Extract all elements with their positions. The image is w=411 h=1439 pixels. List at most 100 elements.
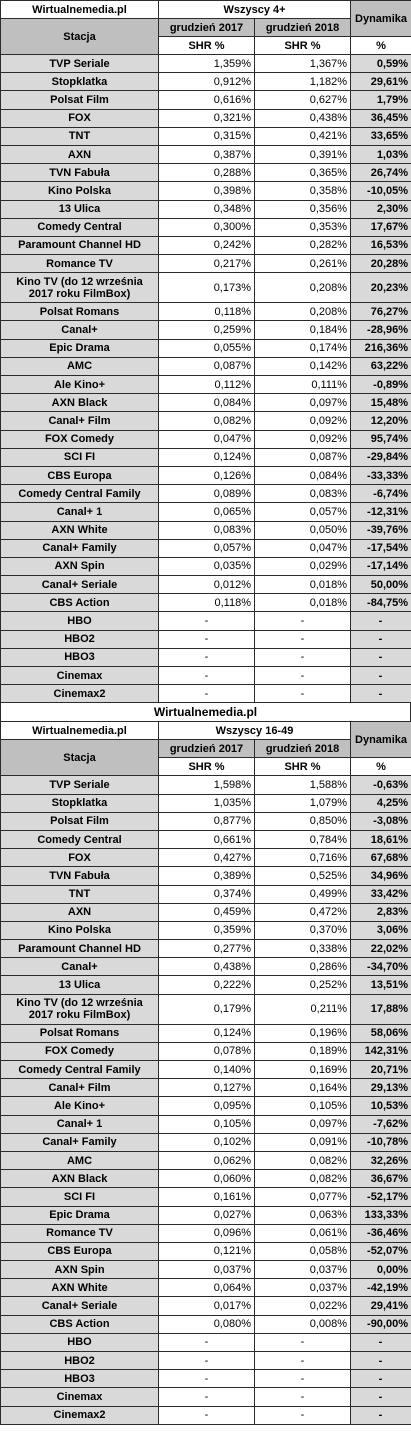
dynamics-value: 33,65% [350, 126, 411, 146]
dynamics-value: -33,33% [350, 465, 411, 486]
station-name: AXN White [0, 520, 159, 540]
share-2017: - [158, 1387, 255, 1407]
table-row: TVP Seriale 1,359% 1,367% 0,59% [0, 53, 411, 74]
share-2018: 0,084% [253, 465, 352, 486]
share-2018: 0,105% [253, 1096, 352, 1116]
table-row: TNT 0,315% 0,421% 33,65% [0, 126, 411, 146]
shr2-header: SHR % [253, 757, 352, 777]
table-row: Epic Drama 0,027% 0,063% 133,33% [0, 1205, 411, 1225]
table-row: FOX 0,427% 0,716% 67,68% [0, 848, 411, 868]
share-2018: 0,047% [253, 538, 352, 558]
table-row: 13 Ulica 0,222% 0,252% 13,51% [0, 975, 411, 995]
share-2017: 0,012% [158, 575, 255, 595]
dynamics-value: 17,67% [350, 217, 411, 237]
dynamics-header: Dynamika [350, 0, 411, 37]
share-2018: 0,018% [253, 575, 352, 595]
dynamics-value: -17,54% [350, 538, 411, 558]
station-name: AXN Spin [0, 1260, 159, 1280]
share-2017: 0,288% [158, 163, 255, 183]
station-name: Canal+ Seriale [0, 575, 159, 595]
table-row: FOX Comedy 0,078% 0,189% 142,31% [0, 1041, 411, 1062]
share-2017: 0,359% [158, 920, 255, 941]
dynamics-value: 3,06% [350, 920, 411, 941]
station-name: SCI FI [0, 1187, 159, 1207]
share-2017: 0,616% [158, 90, 255, 110]
dynamics-value: - [350, 611, 411, 631]
dynamics-value: 216,36% [350, 338, 411, 358]
table-row: Comedy Central 0,661% 0,784% 18,61% [0, 829, 411, 850]
table-row: HBO3- - - [0, 647, 411, 668]
share-2017: 0,095% [158, 1096, 255, 1116]
share-2018: - [253, 647, 352, 668]
share-2018: 0,164% [253, 1078, 352, 1098]
share-2017: 0,060% [158, 1169, 255, 1189]
station-name: HBO [0, 611, 159, 631]
share-2018: 0,061% [253, 1223, 352, 1243]
station-name: Polsat Film [0, 811, 159, 831]
table-row: Canal+ 0,438% 0,286% -34,70% [0, 957, 411, 977]
dynamics-value: - [350, 1332, 411, 1353]
dynamics-value: -0,63% [350, 775, 411, 795]
year1-header: grudzień 2017 [158, 18, 255, 37]
station-name: Kino Polska [0, 181, 159, 201]
station-name: HBO3 [0, 647, 159, 668]
station-name: CBS Europa [0, 465, 159, 486]
share-2017: 0,259% [158, 320, 255, 340]
share-2017: 0,078% [158, 1041, 255, 1062]
shr1-header: SHR % [158, 36, 255, 55]
dynamics-value: 0,00% [350, 1260, 411, 1280]
dynamics-value: -0,89% [350, 374, 411, 395]
table-row: Canal+ Seriale 0,017% 0,022% 29,41% [0, 1296, 411, 1316]
share-2017: 0,300% [158, 217, 255, 237]
station-name: Ale Kino+ [0, 1096, 159, 1116]
station-name: Canal+ Film [0, 411, 159, 431]
dynamics-value: - [350, 1350, 411, 1371]
share-2017: 0,057% [158, 538, 255, 558]
share-2017: 0,389% [158, 866, 255, 886]
table-row: Comedy Central 0,300% 0,353% 17,67% [0, 217, 411, 237]
station-name: Canal+ 1 [0, 502, 159, 522]
station-name: Kino Polska [0, 920, 159, 941]
share-2017: 0,105% [158, 1114, 255, 1134]
dynamics-value: 12,20% [350, 411, 411, 431]
share-2017: 0,124% [158, 447, 255, 467]
table-row: Ale Kino+ 0,095% 0,105% 10,53% [0, 1096, 411, 1116]
share-2017: 0,037% [158, 1260, 255, 1280]
share-2017: 0,321% [158, 108, 255, 128]
share-2017: - [158, 629, 255, 649]
share-2018: 0,057% [253, 502, 352, 522]
share-2018: 0,525% [253, 866, 352, 886]
share-2017: 0,118% [158, 593, 255, 613]
table-row: AXN Black 0,084% 0,097% 15,48% [0, 393, 411, 413]
station-name: Canal+ [0, 957, 159, 977]
share-2017: 0,161% [158, 1187, 255, 1207]
dynamics-value: - [350, 629, 411, 649]
station-name: FOX [0, 848, 159, 868]
dynamics-value: - [350, 665, 411, 686]
station-name: TVP Seriale [0, 53, 159, 74]
share-2018: - [253, 629, 352, 649]
dynamics-value: -29,84% [350, 447, 411, 467]
share-2018: 0,087% [253, 447, 352, 467]
table-row: AXN 0,459% 0,472% 2,83% [0, 902, 411, 922]
share-2018: 0,008% [253, 1314, 352, 1334]
station-name: Comedy Central Family [0, 484, 159, 504]
dynamics-value: -84,75% [350, 593, 411, 613]
station-name: Polsat Romans [0, 1023, 159, 1043]
share-2017: 0,118% [158, 302, 255, 322]
dynamics-value: 133,33% [350, 1205, 411, 1225]
share-2017: 1,035% [158, 793, 255, 813]
station-name: Paramount Channel HD [0, 235, 159, 256]
station-name: AMC [0, 1150, 159, 1171]
share-2017: - [158, 647, 255, 668]
station-name: Cinemax [0, 665, 159, 686]
share-2018: 0,083% [253, 484, 352, 504]
table-row: 13 Ulica 0,348% 0,356% 2,30% [0, 199, 411, 219]
share-2018: 0,097% [253, 1114, 352, 1134]
share-2018: 0,092% [253, 429, 352, 449]
table-row: HBO - - - [0, 1332, 411, 1353]
share-2018: 0,169% [253, 1059, 352, 1080]
group-header: Wszyscy 16-49 [157, 721, 352, 741]
station-name: HBO3 [0, 1369, 159, 1389]
share-2017: - [158, 1350, 255, 1371]
